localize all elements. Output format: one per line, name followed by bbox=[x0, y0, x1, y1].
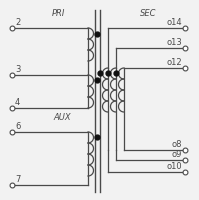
Text: o14: o14 bbox=[166, 18, 182, 27]
Text: 2: 2 bbox=[15, 18, 20, 27]
Text: o8: o8 bbox=[172, 140, 182, 149]
Text: 6: 6 bbox=[15, 122, 20, 131]
Text: o10: o10 bbox=[166, 162, 182, 171]
Text: o9: o9 bbox=[172, 150, 182, 159]
Text: 3: 3 bbox=[15, 65, 20, 74]
Text: SEC: SEC bbox=[140, 9, 156, 18]
Text: 4: 4 bbox=[15, 98, 20, 107]
Text: AUX: AUX bbox=[53, 113, 71, 122]
Text: o13: o13 bbox=[166, 38, 182, 47]
Text: PRI: PRI bbox=[51, 9, 65, 18]
Text: o12: o12 bbox=[166, 58, 182, 67]
Text: 7: 7 bbox=[15, 175, 20, 184]
